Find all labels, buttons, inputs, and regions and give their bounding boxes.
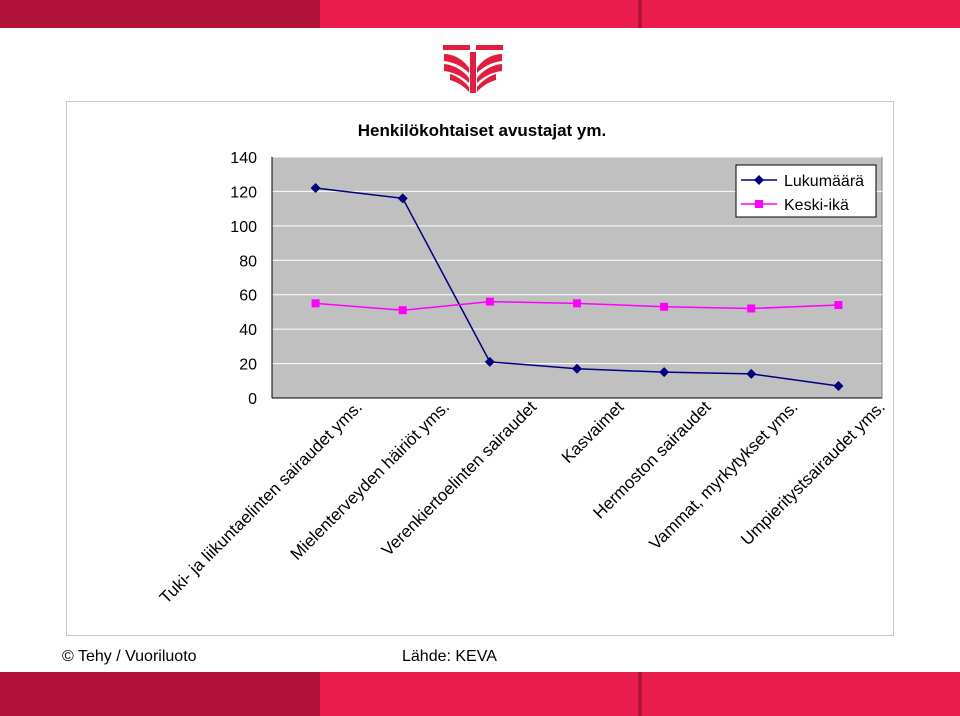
x-tick-label: Mielenterveyden häiriöt yms. — [287, 397, 453, 563]
data-point-marker — [834, 301, 843, 310]
chart-title: Henkilökohtaiset avustajat ym. — [358, 121, 606, 140]
x-tick-label: Kasvaimet — [558, 397, 628, 467]
legend-label: Lukumäärä — [784, 173, 864, 190]
data-point-marker — [484, 356, 495, 367]
legend-marker — [755, 200, 763, 208]
top-band-light-segment — [642, 0, 960, 28]
data-point-marker — [572, 363, 582, 374]
x-axis: Tuki- ja liikuntaelinten sairaudet yms.M… — [156, 397, 889, 607]
y-axis: 0 20 40 60 80 100 120 140 — [230, 150, 273, 408]
series-group — [310, 182, 844, 391]
data-point-marker — [747, 304, 756, 313]
y-tick-label: 100 — [230, 219, 257, 236]
legend: Lukumäärä Keski-ikä — [735, 164, 877, 218]
x-tick-label: Umpieritystsairaudet yms. — [737, 397, 889, 549]
bottom-band-light-segment — [642, 672, 960, 716]
y-tick-label: 60 — [239, 288, 257, 305]
data-point-marker — [660, 302, 669, 311]
copyright-text: © Tehy / Vuoriluoto — [62, 648, 197, 665]
bottom-band-light-segment — [320, 672, 638, 716]
y-tick-label: 120 — [230, 184, 257, 201]
data-point-marker — [485, 297, 494, 306]
y-tick-label: 0 — [248, 391, 257, 408]
y-tick-label: 140 — [230, 150, 257, 167]
bottom-band-dark-segment — [638, 672, 642, 716]
data-point-marker — [746, 368, 757, 379]
top-band-dark-segment — [0, 0, 320, 28]
data-point-marker — [310, 182, 321, 193]
y-tick-label: 40 — [239, 322, 257, 339]
data-point-marker — [398, 306, 407, 315]
top-decorative-band — [0, 0, 960, 28]
top-band-dark-segment — [638, 0, 642, 28]
series — [310, 182, 844, 391]
data-point-marker — [833, 380, 844, 391]
gridlines — [272, 156, 882, 365]
source-text: Lähde: KEVA — [402, 648, 497, 665]
y-tick-label: 80 — [239, 253, 257, 270]
data-point-marker — [397, 193, 408, 204]
top-band-light-segment — [320, 0, 638, 28]
logo-mark — [443, 45, 503, 93]
legend-marker — [754, 175, 764, 185]
legend-label: Keski-ikä — [784, 197, 849, 214]
bottom-decorative-band — [0, 672, 960, 716]
x-tick-label: Verenkiertoelinten sairaudet — [378, 397, 541, 560]
y-tick-label: 20 — [239, 357, 257, 374]
data-point-marker — [659, 367, 670, 378]
bottom-band-dark-segment — [0, 672, 320, 716]
data-point-marker — [311, 299, 320, 308]
series-group — [311, 297, 843, 315]
data-point-marker — [573, 299, 581, 308]
tehy-logo — [443, 45, 503, 93]
x-tick-label: Vammat, myrkytykset yms. — [646, 397, 802, 553]
legend-box — [735, 164, 877, 218]
